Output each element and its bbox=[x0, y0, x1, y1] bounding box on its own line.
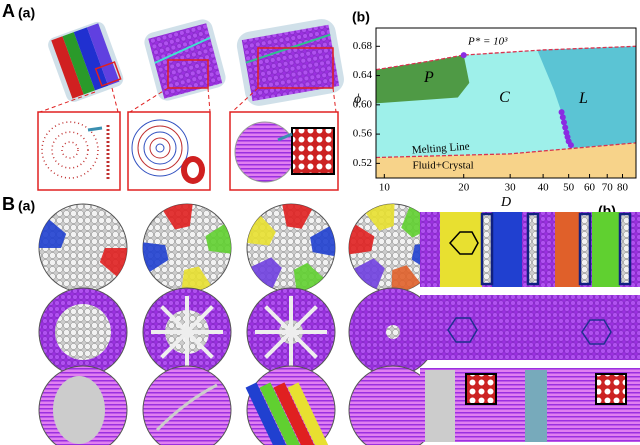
decoration bbox=[264, 305, 293, 334]
x-tick-label: 60 bbox=[584, 182, 596, 194]
phase-region bbox=[376, 55, 470, 104]
decoration bbox=[273, 382, 315, 445]
data-point bbox=[567, 142, 574, 149]
y-tick-label: 0.60 bbox=[353, 98, 373, 110]
decoration bbox=[245, 382, 287, 445]
region-label: Fluid+Crystal bbox=[412, 159, 473, 171]
decoration bbox=[289, 330, 318, 359]
x-tick-label: 70 bbox=[602, 182, 614, 194]
decoration bbox=[163, 204, 193, 230]
decoration bbox=[205, 224, 231, 254]
data-point bbox=[560, 119, 567, 126]
decoration bbox=[391, 265, 421, 293]
y-tick-label: 0.64 bbox=[353, 69, 373, 81]
boundary-line bbox=[376, 142, 636, 159]
data-point bbox=[562, 124, 569, 131]
decoration bbox=[282, 204, 313, 229]
annotation: P* = 10³ bbox=[467, 36, 508, 48]
simulation-snapshots bbox=[38, 203, 438, 445]
decoration bbox=[247, 215, 276, 246]
decoration bbox=[160, 305, 189, 334]
x-tick-label: 10 bbox=[379, 182, 391, 194]
decoration bbox=[349, 224, 375, 255]
cylinder-illustration bbox=[37, 19, 344, 191]
annotation: Melting Line bbox=[412, 141, 471, 157]
panel-label: (a) bbox=[18, 198, 35, 214]
region-label: L bbox=[578, 90, 588, 107]
decoration bbox=[310, 226, 335, 257]
decoration bbox=[53, 376, 105, 444]
decoration bbox=[160, 330, 189, 359]
phase-diagram: C P L Fluid+Crystal P* = 10³ Melting Line ϕ… bbox=[353, 27, 637, 210]
decoration bbox=[386, 325, 400, 339]
x-tick-label: 30 bbox=[505, 182, 517, 194]
decoration bbox=[39, 219, 67, 248]
data-point bbox=[558, 109, 565, 116]
plot-frame bbox=[375, 27, 637, 179]
decoration bbox=[287, 382, 329, 445]
panel-label: A bbox=[2, 1, 15, 21]
region-label: P bbox=[423, 69, 434, 86]
x-axis-label: D bbox=[500, 195, 511, 210]
decoration bbox=[155, 383, 218, 432]
decoration bbox=[289, 305, 318, 334]
decoration bbox=[365, 204, 395, 231]
panel-label: B bbox=[2, 194, 15, 214]
y-tick-label: 0.56 bbox=[353, 128, 373, 140]
decoration bbox=[293, 262, 324, 292]
phase-region bbox=[376, 142, 636, 178]
panel-label: (b) bbox=[352, 9, 370, 25]
data-point bbox=[559, 114, 566, 121]
slab-snapshots bbox=[420, 212, 640, 442]
x-tick-label: 40 bbox=[538, 182, 550, 194]
decoration bbox=[55, 304, 111, 360]
decoration bbox=[185, 330, 214, 359]
decoration bbox=[143, 242, 169, 272]
boundary-line bbox=[376, 45, 636, 71]
decoration bbox=[354, 258, 385, 289]
decoration bbox=[251, 257, 282, 289]
decoration bbox=[259, 382, 301, 445]
decoration bbox=[181, 266, 211, 292]
x-tick-label: 50 bbox=[563, 182, 575, 194]
x-tick-label: 20 bbox=[458, 182, 470, 194]
y-tick-label: 0.52 bbox=[353, 157, 372, 169]
x-tick-label: 80 bbox=[617, 182, 629, 194]
y-tick-label: 0.68 bbox=[353, 40, 373, 52]
y-axis-label: ϕ bbox=[354, 92, 361, 107]
decoration bbox=[264, 330, 293, 359]
data-point bbox=[460, 52, 467, 59]
phase-region bbox=[537, 46, 636, 149]
decoration bbox=[185, 305, 214, 334]
region-label: C bbox=[499, 89, 510, 106]
decoration bbox=[99, 248, 127, 277]
panel-label: (a) bbox=[18, 5, 35, 21]
